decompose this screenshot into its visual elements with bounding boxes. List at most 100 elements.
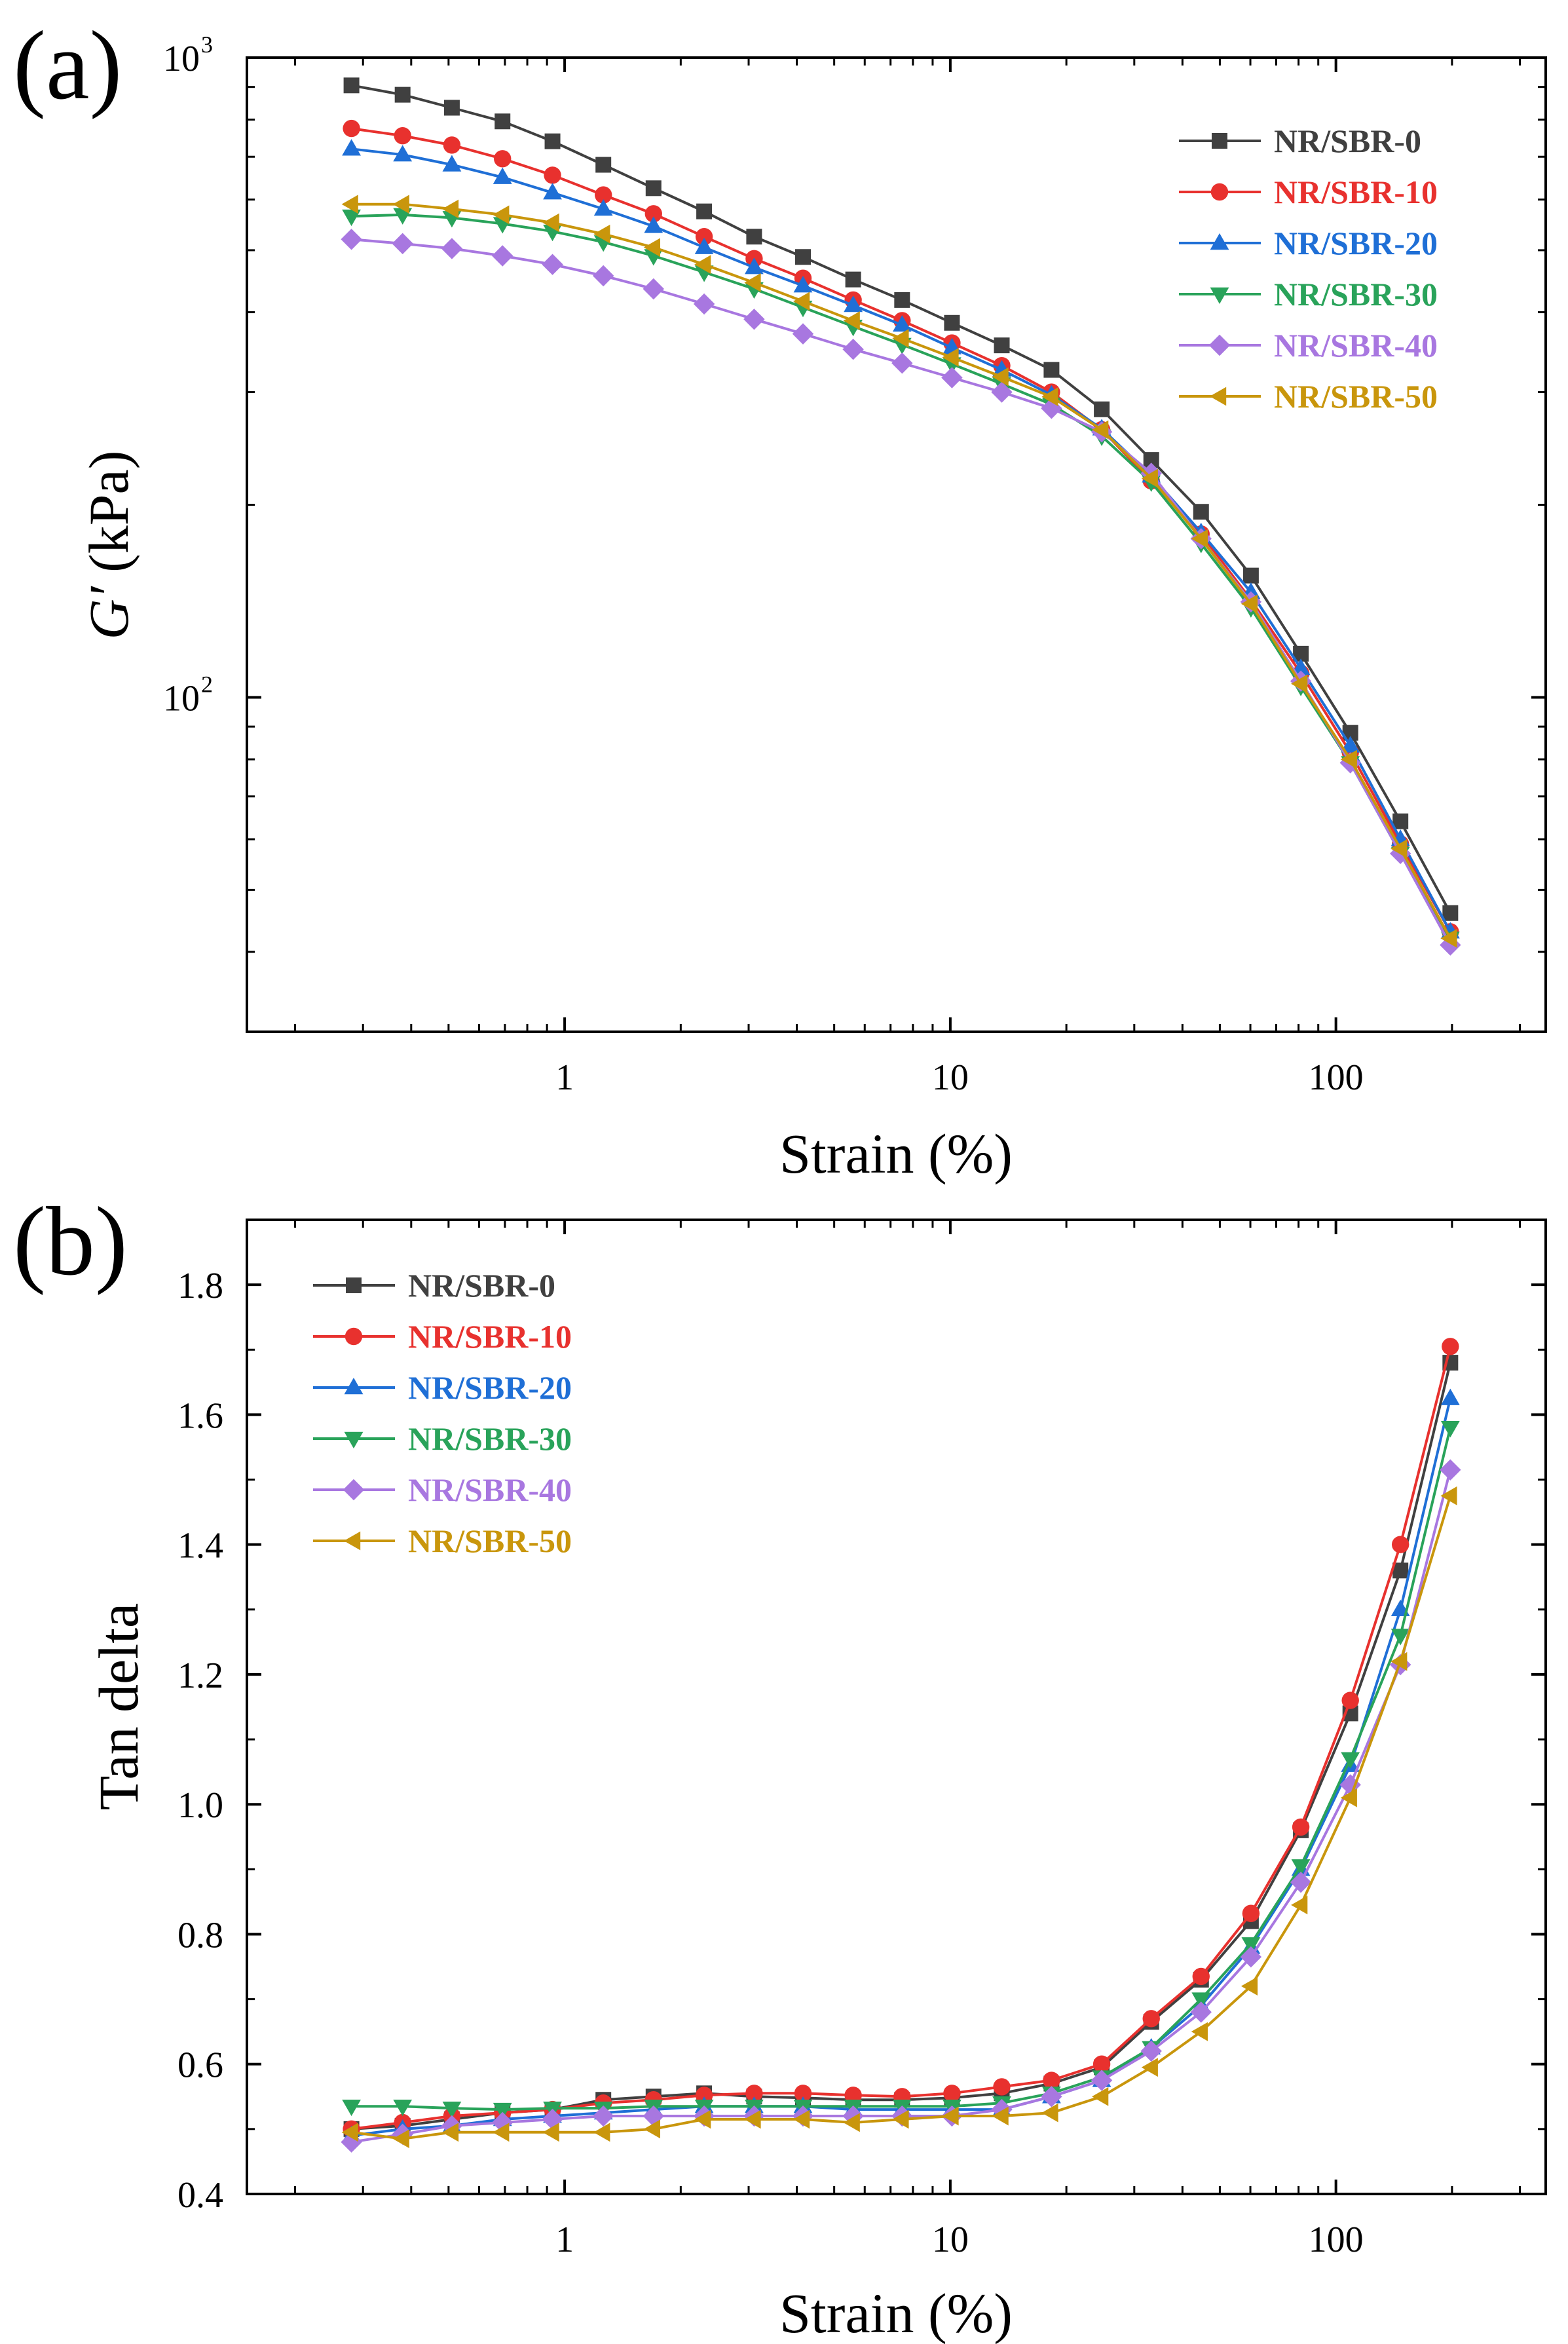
panel-a-point-nr-sbr-40 [693,293,715,315]
panel-a-legend-label-nr-sbr-50: NR/SBR-50 [1274,378,1438,415]
panel-b-point-nr-sbr-30 [342,2099,361,2117]
panel-b-series-nr-sbr-40 [341,1459,1461,2153]
panel-a-y-tick-exponent: 2 [201,671,213,697]
panel-b-line-nr-sbr-50 [351,1495,1452,2140]
panel-a-y-tick-exponent: 3 [201,31,213,58]
panel-a-legend-marker-nr-sbr-20 [1210,233,1229,250]
panel-a-point-nr-sbr-50 [992,367,1009,387]
panel-a-point-nr-sbr-0 [1392,813,1409,829]
panel-a-point-nr-sbr-50 [1141,468,1158,488]
panel-a-legend-label-nr-sbr-40: NR/SBR-40 [1274,327,1438,364]
panel-b-legend-marker-nr-sbr-0 [346,1277,362,1293]
panel-a-point-nr-sbr-50 [942,348,959,367]
panel-b-point-nr-sbr-50 [1440,1486,1457,1505]
panel-b-point-nr-sbr-50 [593,2123,610,2142]
panel-a-point-nr-sbr-50 [643,238,660,257]
panel-a-point-nr-sbr-10 [443,136,461,154]
panel-b-point-nr-sbr-30 [1241,1937,1261,1954]
panel-a-point-nr-sbr-10 [343,119,360,138]
panel-a-point-nr-sbr-50 [441,199,459,219]
panel-a-y-axis-unit: (kPa) [77,451,140,587]
panel-a-point-nr-sbr-0 [495,113,511,130]
panel-a-point-nr-sbr-40 [492,245,513,267]
panel-b-point-nr-sbr-50 [1041,2103,1058,2123]
panel-a-legend-label-nr-sbr-10: NR/SBR-10 [1274,174,1438,210]
panel-b-point-nr-sbr-50 [793,2109,810,2129]
panel-b-point-nr-sbr-40 [1091,2070,1113,2091]
panel-b-y-tick-label: 1.6 [177,1395,223,1436]
panel-a-point-nr-sbr-50 [694,255,711,274]
panel-b-tan-delta-chart: (b) 1 10 100 0.4 0.6 0.8 1.0 1.2 1.4 1.6 1.8 Strai… [13,1187,1547,2344]
panel-a-legend-marker-nr-sbr-30 [1210,287,1229,304]
panel-a-point-nr-sbr-20 [442,155,462,172]
panel-a-point-nr-sbr-40 [743,309,765,330]
panel-a-legend-label-nr-sbr-0: NR/SBR-0 [1274,123,1421,159]
panel-b-point-nr-sbr-40 [1290,1871,1312,1893]
panel-b-plot-frame [246,1219,1547,2195]
panel-b-point-nr-sbr-50 [744,2109,761,2129]
panel-a-y-axis-title: G′ (kPa) [77,451,140,640]
panel-a-point-nr-sbr-40 [341,229,362,250]
panel-a-point-nr-sbr-50 [1092,420,1109,440]
panel-a-point-nr-sbr-50 [593,224,610,244]
panel-b-legend-label-nr-sbr-0: NR/SBR-0 [408,1267,555,1304]
panel-b-point-nr-sbr-50 [942,2106,959,2126]
panel-a-point-nr-sbr-0 [1094,401,1110,417]
panel-a-point-nr-sbr-20 [793,276,813,293]
panel-b-point-nr-sbr-10 [794,2085,812,2102]
panel-b-point-nr-sbr-20 [1440,1388,1460,1405]
panel-b-point-nr-sbr-50 [1191,2022,1208,2041]
panel-b-line-nr-sbr-40 [351,1469,1452,2144]
panel-a-point-nr-sbr-40 [643,278,664,300]
panel-a-point-nr-sbr-20 [1341,736,1360,753]
panel-a-point-nr-sbr-20 [393,145,413,162]
panel-a-point-nr-sbr-10 [544,166,561,184]
panel-b-point-nr-sbr-50 [992,2106,1009,2126]
panel-b-y-tick-label: 0.4 [177,2175,223,2216]
panel-b-point-nr-sbr-10 [1391,1536,1409,1553]
panel-a-point-nr-sbr-0 [794,249,811,265]
panel-a-point-nr-sbr-50 [1191,529,1208,548]
panel-a-legend-item-nr-sbr-20: NR/SBR-20 [1179,225,1438,261]
panel-b-point-nr-sbr-40 [542,2108,563,2130]
panel-a-legend-marker-nr-sbr-10 [1210,183,1229,201]
panel-b-point-nr-sbr-10 [1043,2071,1060,2089]
panel-a-point-nr-sbr-50 [542,213,559,233]
panel-b-x-tick-label: 10 [932,2220,969,2260]
panel-b-point-nr-sbr-50 [1391,1652,1408,1671]
panel-b-point-nr-sbr-30 [1291,1859,1311,1876]
panel-b-legend-label-nr-sbr-20: NR/SBR-20 [408,1369,572,1406]
panel-a-point-nr-sbr-50 [341,195,358,214]
panel-b-point-nr-sbr-50 [441,2123,459,2142]
panel-a-x-axis-title: Strain (%) [779,1122,1013,1185]
panel-b-point-nr-sbr-50 [1092,2087,1109,2106]
panel-b-point-nr-sbr-10 [1192,1967,1210,1986]
panel-b-point-nr-sbr-50 [1291,1895,1308,1915]
panel-b-legend-marker-nr-sbr-40 [343,1479,365,1501]
panel-a-point-nr-sbr-20 [892,315,912,332]
panel-a-point-nr-sbr-50 [1440,928,1457,948]
panel-b-legend-marker-nr-sbr-20 [344,1378,364,1395]
panel-b-legend-marker-nr-sbr-50 [344,1531,361,1551]
panel-b-legend-label-nr-sbr-40: NR/SBR-40 [408,1471,572,1508]
panel-b-point-nr-sbr-50 [892,2109,909,2129]
panel-b-series-nr-sbr-50 [341,1486,1457,2149]
panel-a-point-nr-sbr-50 [1041,387,1058,407]
panel-a-point-nr-sbr-40 [792,323,814,345]
panel-a-point-nr-sbr-50 [793,292,810,311]
panel-b-point-nr-sbr-50 [843,2113,860,2132]
panel-a-point-nr-sbr-10 [594,186,612,204]
panel-b-point-nr-sbr-50 [341,2123,358,2142]
panel-b-label: (b) [13,1187,128,1296]
panel-b-legend-item-nr-sbr-20: NR/SBR-20 [313,1369,572,1406]
panel-a-point-nr-sbr-20 [593,198,613,216]
panel-b-point-nr-sbr-40 [592,2105,614,2127]
panel-a-y-tick-label: 10 [163,678,200,719]
panel-a-point-nr-sbr-40 [392,233,413,255]
panel-b-point-nr-sbr-0 [1392,1562,1409,1579]
panel-b-point-nr-sbr-30 [442,2101,462,2119]
panel-a-point-nr-sbr-40 [542,254,563,275]
panel-b-line-nr-sbr-10 [351,1346,1452,2130]
panel-b-legend-item-nr-sbr-0: NR/SBR-0 [313,1267,555,1304]
panel-a-point-nr-sbr-0 [645,180,662,197]
